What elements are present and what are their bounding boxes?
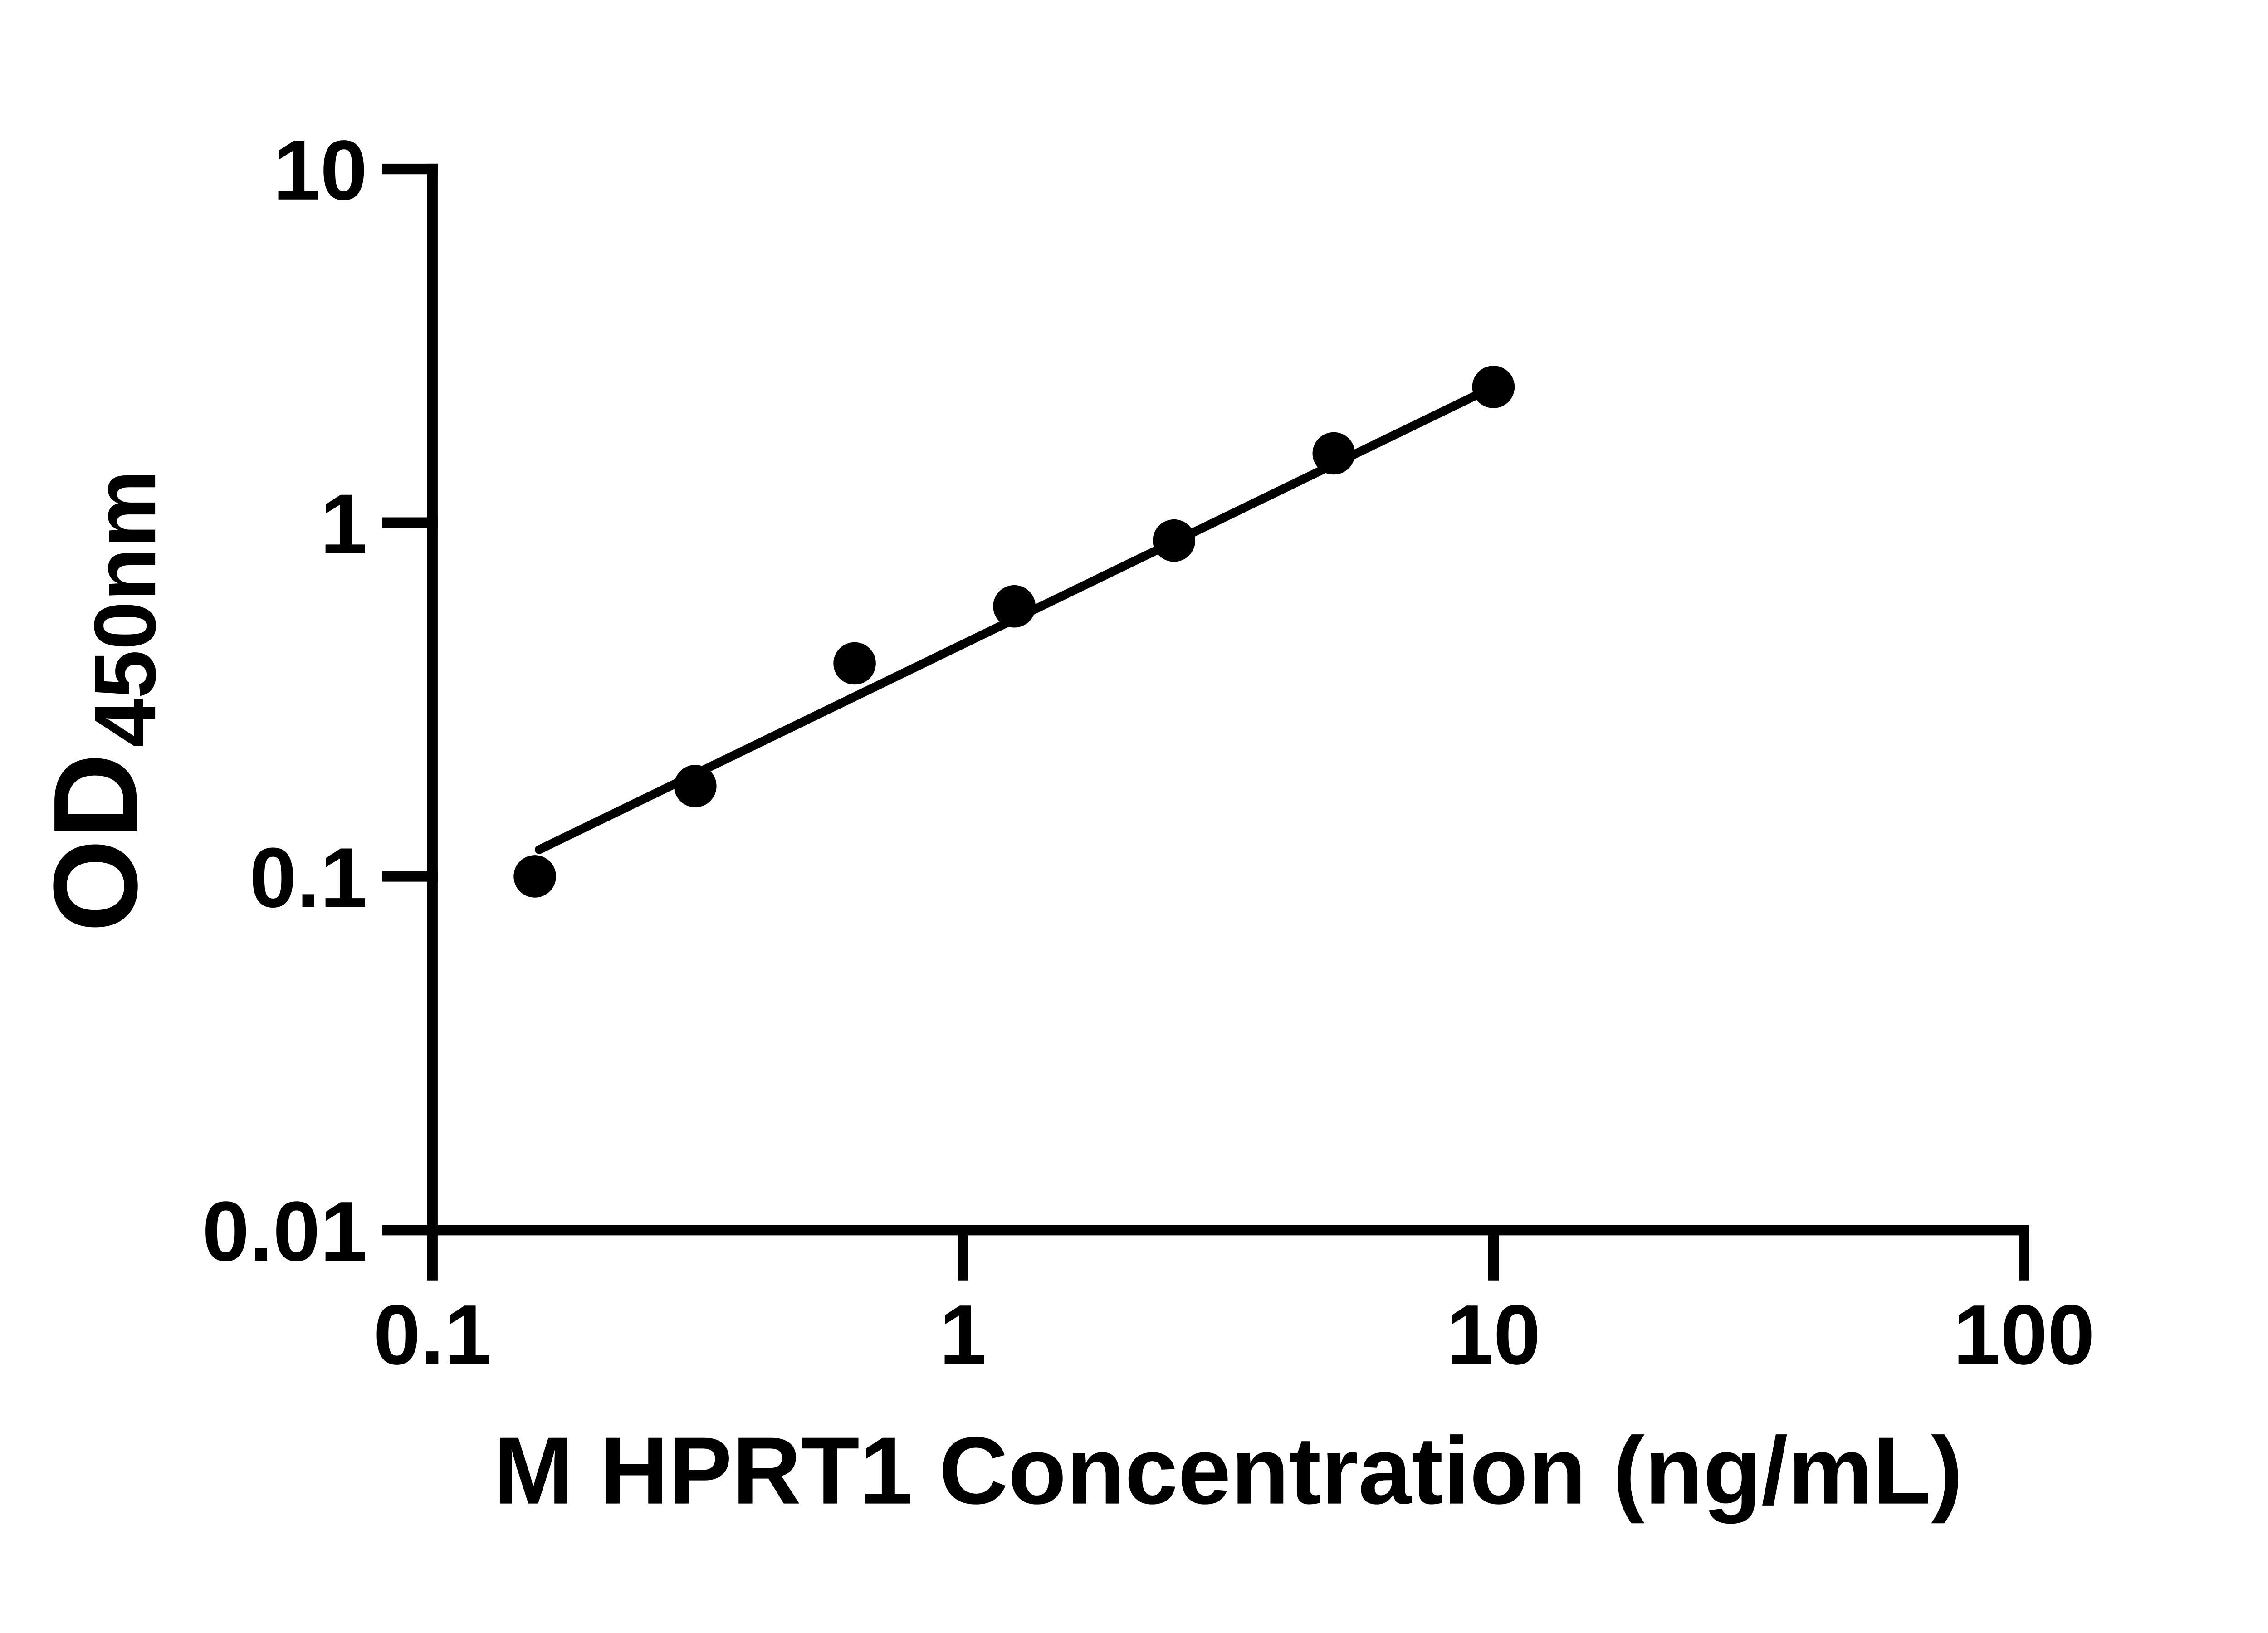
x-axis-title: M HPRT1 Concentration (ng/mL) (494, 1417, 1963, 1524)
data-point-2 (674, 765, 717, 807)
y-tick-label-1: 1 (320, 476, 367, 571)
data-series (513, 366, 1515, 898)
y-axis-title: OD 450nm (29, 470, 174, 932)
data-point-1 (513, 855, 556, 898)
data-point-4 (993, 585, 1036, 628)
tick-layer (382, 163, 2029, 1281)
y-tick-label-0.1: 0.1 (249, 830, 367, 925)
data-point-5 (1153, 519, 1196, 562)
y-tick-label-10: 10 (273, 123, 367, 218)
data-point-6 (1312, 432, 1355, 475)
x-tick-label-10: 10 (1446, 1287, 1540, 1382)
data-point-3 (833, 642, 876, 685)
y-axis-title-subscript: 450nm (76, 470, 174, 747)
y-tick-label-0.01: 0.01 (202, 1184, 367, 1279)
x-tick-label-0.1: 0.1 (373, 1287, 491, 1382)
data-point-7 (1472, 366, 1515, 408)
y-axis-title-main: OD (29, 753, 162, 932)
x-tick-label-1: 1 (939, 1287, 987, 1382)
axes-layer (427, 163, 2029, 1236)
x-tick-label-100: 100 (1953, 1287, 2095, 1382)
